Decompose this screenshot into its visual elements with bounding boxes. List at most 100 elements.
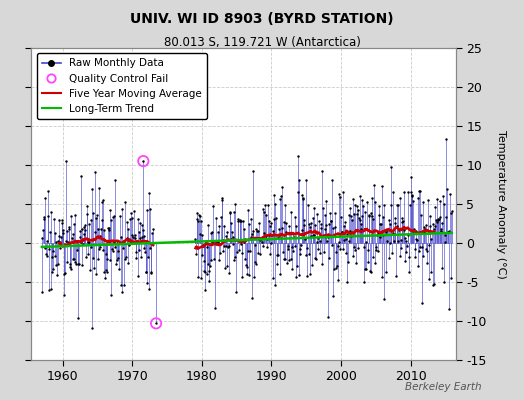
Point	[263, 236, 271, 242]
Point	[218, 195, 226, 202]
Point	[416, 244, 424, 250]
Point	[291, 214, 299, 220]
Point	[297, 242, 305, 249]
Point	[387, 202, 396, 208]
Point	[371, 199, 379, 206]
Point	[378, 214, 387, 220]
Point	[370, 260, 379, 266]
Point	[66, 264, 74, 270]
Point	[103, 256, 112, 262]
Point	[128, 215, 136, 222]
Point	[232, 289, 241, 295]
Point	[269, 275, 277, 281]
Point	[428, 228, 436, 235]
Point	[275, 226, 283, 232]
Point	[348, 196, 357, 202]
Point	[76, 228, 84, 234]
Point	[299, 196, 308, 202]
Point	[282, 229, 290, 235]
Point	[375, 212, 384, 218]
Point	[129, 234, 138, 240]
Point	[366, 269, 375, 276]
Point	[416, 188, 424, 194]
Point	[42, 238, 51, 245]
Point	[223, 263, 231, 270]
Point	[135, 229, 144, 236]
Point	[328, 176, 336, 183]
Point	[337, 228, 346, 235]
Point	[84, 251, 92, 258]
Point	[132, 255, 140, 261]
Point	[333, 243, 342, 249]
Point	[348, 217, 356, 224]
Point	[248, 295, 256, 302]
Point	[410, 226, 418, 232]
Point	[51, 262, 60, 268]
Point	[152, 320, 160, 326]
Point	[116, 239, 124, 246]
Point	[309, 215, 317, 222]
Point	[266, 223, 275, 230]
Point	[443, 229, 452, 236]
Point	[223, 229, 232, 236]
Point	[119, 245, 127, 252]
Point	[422, 260, 431, 266]
Point	[68, 235, 76, 242]
Point	[260, 209, 269, 215]
Point	[271, 282, 279, 289]
Point	[424, 197, 432, 203]
Point	[319, 205, 327, 211]
Point	[307, 233, 315, 239]
Point	[377, 183, 386, 190]
Point	[205, 268, 214, 274]
Point	[124, 260, 133, 266]
Point	[399, 218, 407, 224]
Point	[135, 247, 143, 254]
Point	[221, 265, 229, 271]
Point	[291, 223, 300, 230]
Point	[350, 210, 358, 217]
Point	[209, 202, 217, 209]
Point	[405, 254, 413, 260]
Point	[403, 231, 412, 238]
Point	[402, 249, 411, 256]
Point	[260, 230, 268, 236]
Point	[71, 259, 80, 265]
Point	[342, 250, 351, 257]
Point	[137, 222, 146, 228]
Point	[403, 243, 411, 249]
Point	[230, 257, 238, 264]
Point	[395, 226, 403, 233]
Point	[148, 230, 156, 236]
Point	[116, 234, 125, 240]
Point	[78, 226, 86, 232]
Point	[217, 214, 225, 220]
Point	[298, 192, 307, 198]
Point	[237, 218, 245, 224]
Point	[193, 274, 202, 280]
Point	[438, 265, 446, 271]
Point	[287, 209, 296, 215]
Point	[126, 210, 135, 216]
Point	[381, 227, 389, 233]
Point	[422, 222, 430, 228]
Point	[325, 255, 333, 262]
Point	[259, 206, 268, 212]
Point	[96, 244, 104, 250]
Point	[308, 262, 316, 269]
Point	[89, 255, 97, 262]
Point	[81, 221, 89, 228]
Point	[330, 266, 338, 272]
Point	[75, 234, 84, 240]
Point	[111, 244, 119, 250]
Point	[102, 266, 110, 273]
Point	[199, 241, 207, 248]
Point	[283, 243, 292, 249]
Point	[356, 216, 364, 223]
Point	[293, 263, 301, 270]
Point	[379, 232, 387, 238]
Point	[389, 238, 398, 244]
Point	[342, 236, 350, 242]
Point	[45, 287, 53, 294]
Point	[121, 256, 129, 262]
